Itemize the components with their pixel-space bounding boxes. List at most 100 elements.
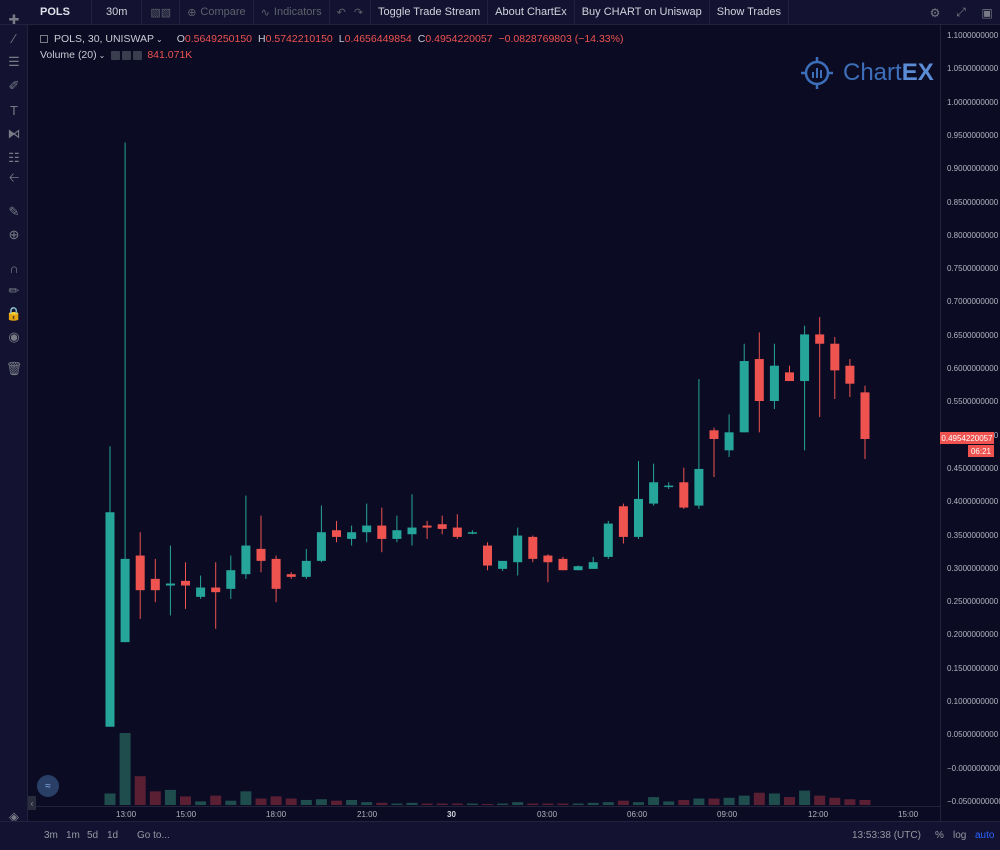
candle (588, 556, 598, 569)
candle-body (181, 580, 190, 586)
candle (211, 562, 221, 629)
volume-bar (633, 802, 644, 805)
auto-scale-button[interactable]: auto (975, 830, 995, 841)
chartex-wave-icon[interactable]: ≈ (37, 775, 59, 797)
indicators-icon: ∿ (260, 6, 270, 19)
compare-button[interactable]: ⊕ Compare (180, 0, 254, 25)
watermark-text-ex: EX (901, 59, 934, 86)
candle-type-icon: ▧▧ (150, 6, 172, 19)
utc-clock[interactable]: 13:53:38 (UTC) (852, 830, 921, 841)
bottom-toolbar: 3m 1m 5d 1d Go to... 13:53:38 (UTC) % lo… (0, 821, 1000, 850)
log-scale-button[interactable]: log (953, 830, 967, 841)
chartex-watermark: Chart EX (799, 55, 934, 91)
chart-type-button[interactable]: ▧▧ (142, 0, 181, 25)
time-axis-label: 09:00 (717, 810, 738, 819)
volume-bar (164, 789, 176, 805)
eye-icon[interactable]: ◉ (8, 329, 20, 344)
volume-bar (180, 796, 191, 805)
candle (769, 343, 779, 410)
settings-gear-icon[interactable]: ⚙ (929, 5, 941, 20)
candle (150, 558, 160, 603)
undo-icon[interactable]: ↶ (336, 6, 346, 19)
candle-body (664, 485, 674, 488)
symbol-label: POLS (40, 6, 70, 18)
indicators-button[interactable]: ∿ Indicators (254, 0, 330, 25)
layers-icon[interactable]: ◈ (9, 809, 19, 824)
price-axis-label: 0.0500000000 (947, 730, 999, 740)
lock-icon[interactable]: 🔒 (5, 306, 23, 321)
range-3m-button[interactable]: 3m (44, 830, 58, 841)
candle-body (739, 361, 749, 433)
price-axis[interactable]: 1.1000000000 1.0500000000 1.0000000000 0.95… (940, 25, 1000, 821)
crosshair-icon[interactable]: ✚ (8, 12, 20, 27)
buy-chart-button[interactable]: Buy CHART on Uniswap (575, 0, 710, 25)
redo-icon[interactable]: ↷ (353, 6, 364, 19)
candle-body (135, 555, 145, 591)
volume-bar (693, 798, 705, 805)
trend-line-icon[interactable]: ∕ (12, 30, 16, 46)
range-5d-button[interactable]: 5d (87, 830, 99, 841)
prediction-tool-icon[interactable]: ☷ (8, 150, 20, 165)
candle (785, 365, 794, 382)
magnet-icon[interactable]: ∩ (9, 260, 19, 276)
candle-body (316, 532, 326, 561)
pattern-tool-icon[interactable]: ⧑ (7, 126, 21, 141)
candle-body (845, 365, 855, 384)
volume-bar (572, 803, 584, 805)
time-axis[interactable]: 13:00 15:00 18:00 21:00 30 03:00 06:00 09:00 12:… (28, 806, 940, 821)
symbol-search[interactable]: POLS (0, 0, 92, 25)
volume-bar (678, 799, 690, 805)
volume-bar (527, 803, 539, 805)
chevron-down-icon[interactable]: ⌄ (155, 34, 163, 44)
zoom-in-icon[interactable]: ⊕ (8, 227, 20, 242)
candle (724, 414, 734, 457)
candle (437, 515, 447, 535)
draw-lock-icon[interactable]: ✏ (8, 283, 20, 298)
fullscreen-icon[interactable]: ⤢ (956, 5, 966, 19)
range-1m-button[interactable]: 1m (66, 830, 80, 841)
text-tool-icon[interactable]: T (10, 102, 18, 118)
volume-bar (436, 803, 448, 805)
candle (407, 494, 417, 546)
candle (181, 562, 190, 609)
candle-body (347, 532, 357, 539)
volume-bar (331, 800, 342, 805)
eye-toggle-icon[interactable] (111, 50, 121, 60)
candle-body (694, 468, 704, 506)
close-icon[interactable] (133, 50, 143, 60)
candle-body (724, 432, 734, 451)
high-label: H (258, 33, 266, 45)
interval-button[interactable]: 30m (92, 0, 143, 25)
volume-bar (149, 791, 161, 805)
toggle-trade-stream-button[interactable]: Toggle Trade Stream (371, 0, 489, 25)
candle (709, 427, 719, 477)
candle-body (256, 548, 266, 561)
about-chartex-button[interactable]: About ChartEx (488, 0, 575, 25)
show-trades-button[interactable]: Show Trades (710, 0, 789, 25)
volume-bar (512, 802, 524, 805)
low-label: L (338, 33, 345, 45)
collapse-legend-icon[interactable] (40, 35, 48, 43)
candle (165, 545, 175, 616)
fib-tool-icon[interactable]: ☰ (8, 54, 20, 69)
candle-body (543, 555, 553, 563)
goto-button[interactable]: Go to... (137, 830, 170, 841)
camera-icon[interactable]: ▣ (981, 5, 993, 20)
chevron-down-icon[interactable]: ⌄ (98, 50, 106, 60)
ruler-icon[interactable]: ✎ (8, 204, 20, 219)
trash-icon[interactable]: 🗑 (5, 361, 23, 376)
volume-bar (210, 795, 222, 805)
candle (301, 548, 311, 579)
time-axis-label: 13:00 (116, 810, 137, 819)
price-axis-label: 1.1000000000 (947, 31, 999, 40)
back-arrow-icon[interactable]: 🡠 (8, 170, 20, 185)
candle (845, 359, 855, 398)
scroll-left-icon[interactable]: ‹ (28, 796, 36, 810)
candle-body (452, 527, 462, 537)
percent-scale-button[interactable]: % (935, 830, 944, 841)
range-1d-button[interactable]: 1d (107, 830, 119, 841)
current-price-label: 0.4954220057 (940, 432, 994, 444)
settings-icon[interactable] (122, 50, 132, 60)
brush-icon[interactable]: ✐ (8, 78, 20, 93)
